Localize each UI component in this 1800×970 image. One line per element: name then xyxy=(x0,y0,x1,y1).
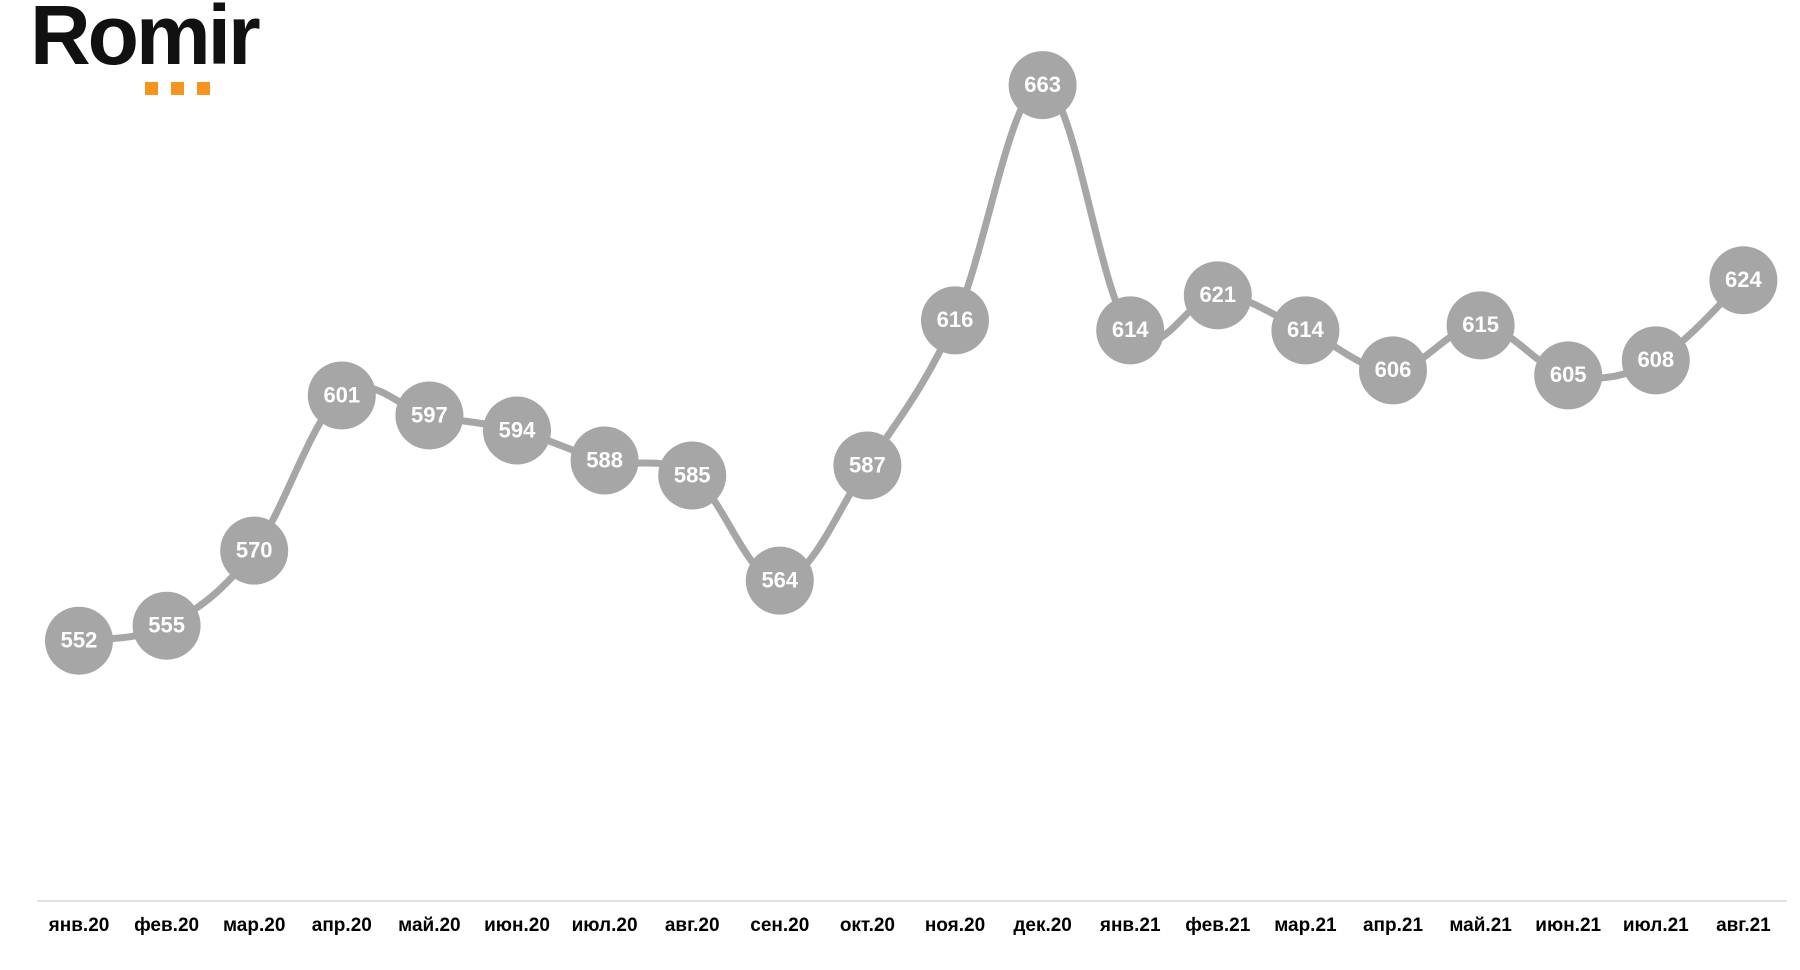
logo-dots xyxy=(145,82,210,95)
x-tick-label: мар.20 xyxy=(223,915,285,936)
marker xyxy=(745,546,814,615)
x-tick-label: окт.20 xyxy=(840,915,895,936)
data-label: 564 xyxy=(761,567,798,592)
x-tick-label: апр.20 xyxy=(312,915,372,936)
data-label: 588 xyxy=(586,447,623,472)
x-tick-label: июн.20 xyxy=(484,915,550,936)
marker xyxy=(1359,336,1427,405)
marker xyxy=(1183,261,1252,330)
data-label: 570 xyxy=(236,537,273,562)
data-label: 594 xyxy=(499,417,536,442)
data-label: 555 xyxy=(148,613,185,638)
x-tick-label: июл.21 xyxy=(1623,915,1689,936)
marker xyxy=(483,396,551,465)
x-tick-label: авг.20 xyxy=(665,915,720,936)
marker xyxy=(1446,291,1515,360)
data-label: 624 xyxy=(1725,267,1762,292)
marker xyxy=(220,516,289,585)
marker xyxy=(833,431,902,500)
marker xyxy=(1534,341,1603,410)
x-tick-label: янв.20 xyxy=(48,915,110,936)
data-label: 597 xyxy=(411,402,448,427)
logo: Romir xyxy=(30,0,260,82)
marker xyxy=(1008,51,1077,120)
marker xyxy=(307,361,376,430)
x-tick-label: дек.20 xyxy=(1013,915,1072,936)
data-label: 614 xyxy=(1287,317,1324,342)
marker xyxy=(921,286,989,355)
marker xyxy=(1096,296,1165,365)
data-label: 615 xyxy=(1462,312,1499,337)
data-label: 605 xyxy=(1550,362,1587,387)
marker xyxy=(395,381,464,450)
x-tick-label: ноя.20 xyxy=(925,915,985,936)
x-tick-label: апр.21 xyxy=(1363,915,1423,936)
data-label: 606 xyxy=(1375,357,1412,382)
line xyxy=(78,81,1746,645)
data-label: 608 xyxy=(1637,347,1674,372)
data-label: 621 xyxy=(1199,282,1236,307)
x-tick-label: июл.20 xyxy=(572,915,638,936)
x-tick-label: авг.21 xyxy=(1716,915,1771,936)
x-tick-label: сен.20 xyxy=(750,915,809,936)
data-label: 601 xyxy=(323,382,360,407)
data-label: 585 xyxy=(674,462,711,487)
marker xyxy=(658,441,727,510)
data-label: 552 xyxy=(61,628,98,653)
x-tick-label: фев.21 xyxy=(1185,915,1250,936)
x-tick-label: май.21 xyxy=(1449,915,1512,936)
x-tick-label: май.20 xyxy=(398,915,460,936)
marker xyxy=(45,606,113,675)
marker xyxy=(132,591,201,660)
marker xyxy=(1709,246,1778,315)
marker xyxy=(1621,326,1690,395)
x-tick-label: июн.21 xyxy=(1535,915,1601,936)
x-tick-label: мар.21 xyxy=(1274,915,1337,936)
marker xyxy=(570,426,639,495)
x-tick-label: янв.21 xyxy=(1099,915,1161,936)
data-label: 663 xyxy=(1024,72,1061,97)
marker xyxy=(1271,296,1340,365)
data-label: 614 xyxy=(1112,317,1149,342)
data-label: 616 xyxy=(937,307,974,332)
x-tick-label: фев.20 xyxy=(134,915,199,936)
data-label: 587 xyxy=(849,452,886,477)
